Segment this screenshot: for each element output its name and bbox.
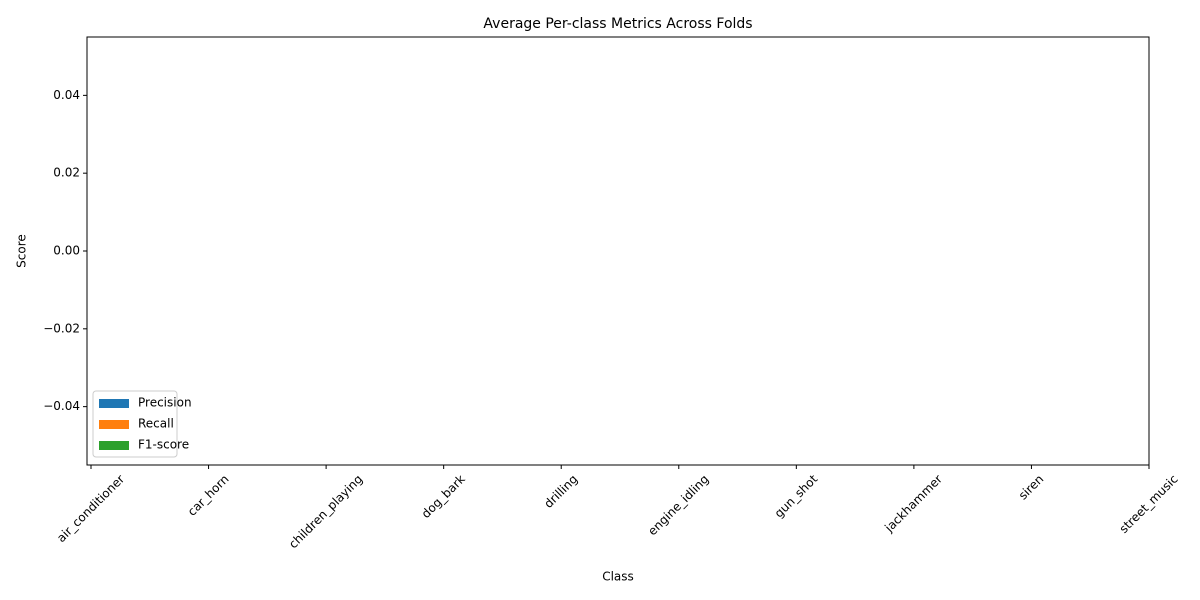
y-tick-label: −0.02 bbox=[43, 321, 80, 335]
y-tick-label: 0.00 bbox=[53, 244, 80, 258]
legend-swatch bbox=[99, 420, 129, 429]
plot-frame bbox=[86, 36, 1150, 466]
y-tick-label: 0.02 bbox=[53, 166, 80, 180]
legend-swatch bbox=[99, 399, 129, 408]
x-axis-label: Class bbox=[602, 570, 634, 584]
chart-title: Average Per-class Metrics Across Folds bbox=[483, 16, 752, 32]
legend-label: Precision bbox=[138, 396, 192, 410]
legend-label: Recall bbox=[138, 417, 174, 431]
y-tick-label: 0.04 bbox=[53, 88, 80, 102]
legend-swatch bbox=[99, 441, 129, 450]
y-tick-label: −0.04 bbox=[43, 399, 80, 413]
legend-label: F1-score bbox=[138, 438, 189, 452]
y-axis-label: Score bbox=[15, 234, 29, 268]
